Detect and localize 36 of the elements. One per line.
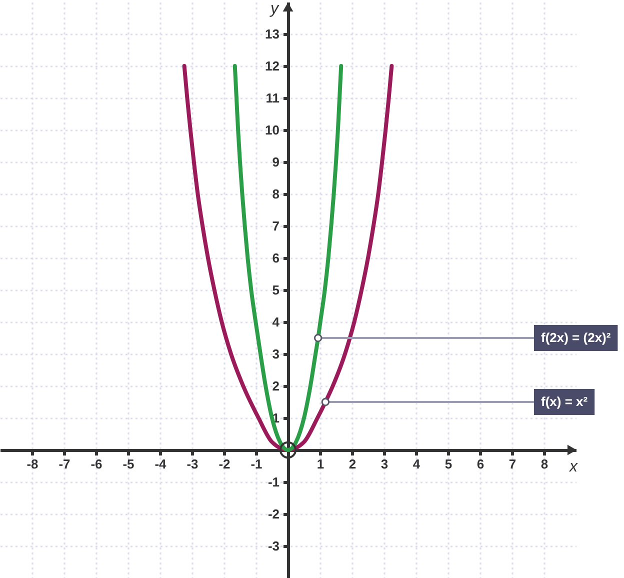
y-tick-label: 13 [265,26,280,42]
y-tick-label: -2 [268,506,280,522]
y-tick-label: 9 [272,154,280,170]
y-tick-label: 7 [272,218,280,234]
x-tick-label: 5 [444,456,452,472]
point [279,441,297,459]
x-tick-label: 3 [380,456,388,472]
y-tick-label: 6 [272,250,280,266]
x-axis-title: x [568,458,578,476]
y-tick-label: 8 [272,186,280,202]
y-tick-label: 4 [272,314,280,330]
y-tick-label: 10 [265,122,280,138]
x-tick-label: -1 [250,456,262,472]
x-tick-label: -8 [26,456,38,472]
x-tick-label: -2 [218,456,230,472]
y-tick-label: -1 [268,474,280,490]
x-tick-label: 1 [316,456,324,472]
x-tick-label: 8 [540,456,548,472]
y-tick-label: 12 [265,58,280,74]
y-axis-title: y [270,0,280,18]
x-tick-label: -7 [58,456,70,472]
y-tick-label: 2 [272,378,280,394]
x-tick-label: -4 [154,456,168,472]
x-tick-label: 7 [508,456,516,472]
y-tick-label: -3 [268,538,280,554]
y-tick-label: 3 [272,346,280,362]
x-tick-label: -3 [186,456,198,472]
x-tick-label: 6 [476,456,484,472]
x-tick-label: 4 [412,456,421,472]
annotation: f(x) = x² [541,394,588,409]
y-tick-label: 5 [272,282,280,298]
annotation: f(2x) = (2x)² [541,330,612,345]
x-tick-label: -6 [90,456,102,472]
x-tick-label: -5 [122,456,134,472]
y-tick-label: 11 [266,90,280,106]
x-tick-label: 2 [348,456,356,472]
